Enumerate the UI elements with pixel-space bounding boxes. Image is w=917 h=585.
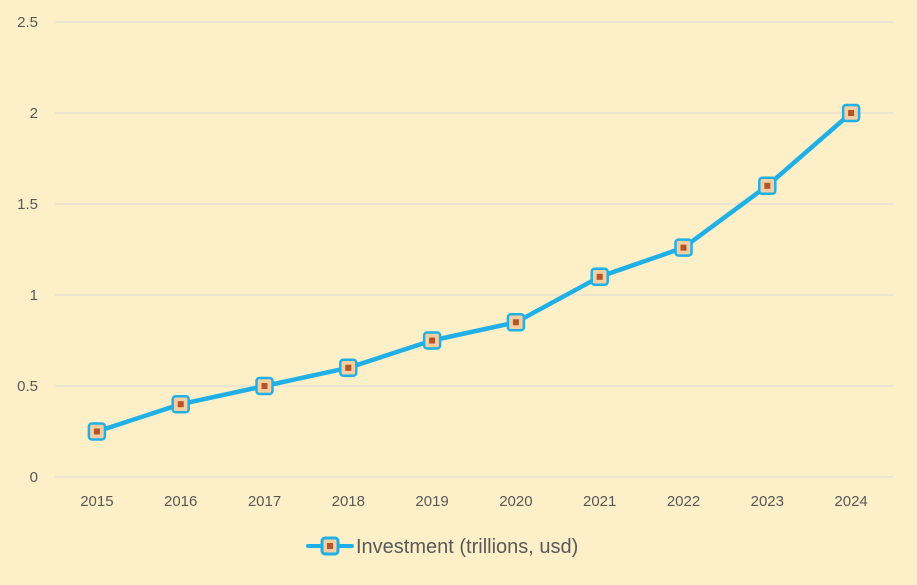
- data-point-center: [261, 383, 268, 389]
- x-tick-label: 2018: [332, 493, 365, 510]
- x-tick-label: 2016: [164, 493, 197, 510]
- data-point: [171, 394, 190, 414]
- x-tick-label: 2023: [751, 493, 784, 510]
- legend-marker-center: [327, 543, 333, 549]
- data-point-center: [93, 428, 100, 435]
- y-tick-label: 0.5: [17, 378, 38, 395]
- x-tick-label: 2024: [834, 493, 867, 510]
- y-tick-label: 1.5: [17, 196, 38, 213]
- data-point: [255, 376, 274, 396]
- y-tick-label: 2: [30, 105, 38, 122]
- x-tick-label: 2020: [499, 493, 532, 510]
- data-point-center: [680, 244, 687, 251]
- data-point: [758, 176, 777, 196]
- data-point: [590, 267, 609, 287]
- data-point: [674, 238, 693, 257]
- y-tick-label: 1: [30, 287, 38, 304]
- x-tick-label: 2015: [80, 493, 113, 510]
- data-point: [339, 358, 358, 378]
- data-point: [506, 313, 526, 332]
- data-point-center: [429, 337, 436, 344]
- data-point-center: [764, 182, 771, 189]
- x-tick-label: 2019: [415, 493, 448, 510]
- data-point-center: [177, 401, 184, 408]
- data-point: [422, 331, 442, 350]
- data-point-center: [596, 273, 603, 280]
- series-investment: [87, 103, 861, 441]
- gridlines: [55, 21, 893, 478]
- y-tick-label: 0: [30, 469, 38, 486]
- y-tick-label: 2.5: [17, 14, 38, 31]
- x-tick-label: 2017: [248, 493, 281, 510]
- data-point: [87, 422, 107, 441]
- series-line: [94, 110, 854, 434]
- data-point-center: [345, 364, 352, 371]
- legend-label: Investment (trillions, usd): [356, 536, 578, 558]
- x-tick-label: 2021: [583, 493, 616, 510]
- data-point-center: [512, 319, 519, 326]
- y-axis-ticks: 0 0.5 1 1.5 2 2.5: [17, 14, 38, 486]
- data-point-center: [848, 110, 855, 116]
- x-tick-label: 2022: [667, 493, 700, 510]
- x-axis-ticks: 2015 2016 2017 2018 2019 2020 2021 2022 2023 2024: [80, 493, 868, 510]
- data-point: [841, 103, 861, 123]
- legend: Investment (trillions, usd): [306, 536, 578, 558]
